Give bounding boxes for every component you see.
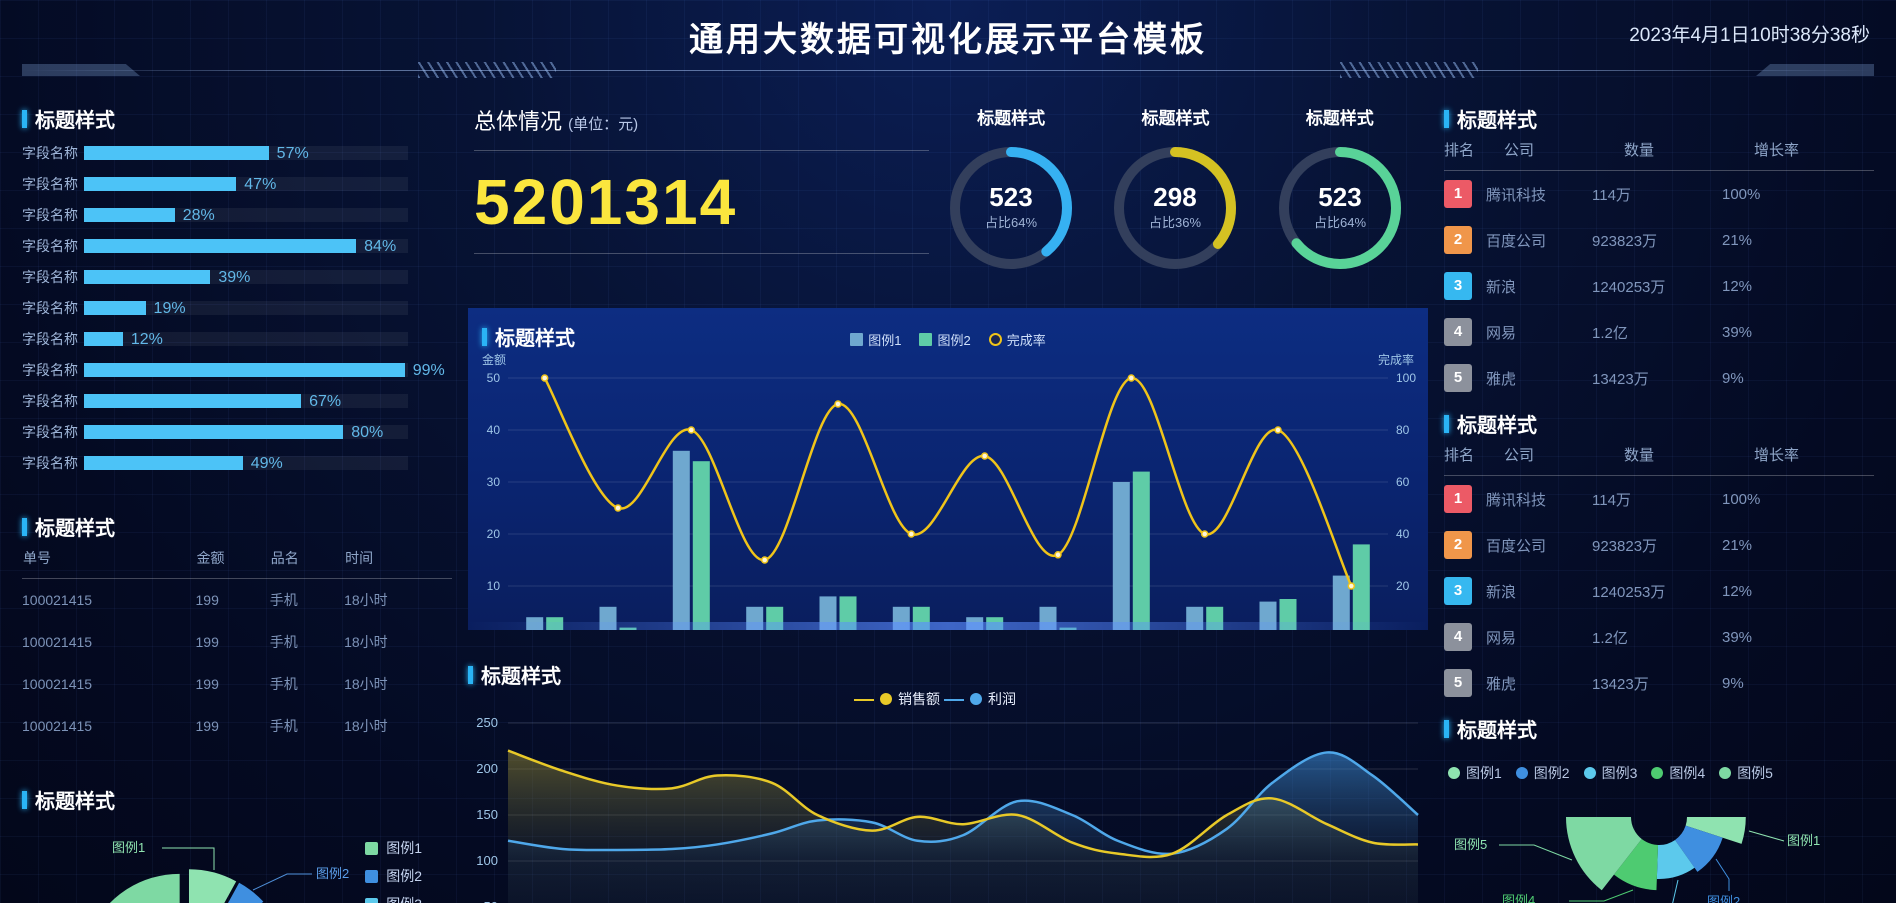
svg-text:298: 298	[1154, 182, 1197, 212]
svg-text:30: 30	[487, 475, 501, 489]
svg-text:50: 50	[487, 371, 501, 385]
svg-text:图例2: 图例2	[316, 866, 349, 881]
svg-text:250: 250	[476, 715, 498, 730]
svg-text:图例5: 图例5	[1454, 837, 1487, 852]
svg-text:60: 60	[1396, 475, 1410, 489]
svg-text:图例4: 图例4	[1502, 893, 1535, 903]
svg-text:图例1: 图例1	[112, 840, 145, 855]
svg-text:100: 100	[476, 853, 498, 868]
svg-text:523: 523	[989, 182, 1032, 212]
svg-text:80: 80	[1396, 423, 1410, 437]
svg-text:占比64%: 占比64%	[1314, 215, 1366, 230]
svg-text:100: 100	[1396, 371, 1416, 385]
svg-text:图例1: 图例1	[1787, 833, 1820, 848]
svg-text:20: 20	[1396, 579, 1410, 593]
svg-text:200: 200	[476, 761, 498, 776]
svg-text:10: 10	[487, 579, 501, 593]
svg-text:图例2: 图例2	[1707, 894, 1740, 903]
svg-text:20: 20	[487, 527, 501, 541]
svg-text:占比64%: 占比64%	[985, 215, 1037, 230]
svg-text:40: 40	[487, 423, 501, 437]
svg-text:占比36%: 占比36%	[1149, 215, 1201, 230]
svg-text:523: 523	[1318, 182, 1361, 212]
svg-text:40: 40	[1396, 527, 1410, 541]
svg-text:150: 150	[476, 807, 498, 822]
svg-text:50: 50	[484, 899, 498, 903]
